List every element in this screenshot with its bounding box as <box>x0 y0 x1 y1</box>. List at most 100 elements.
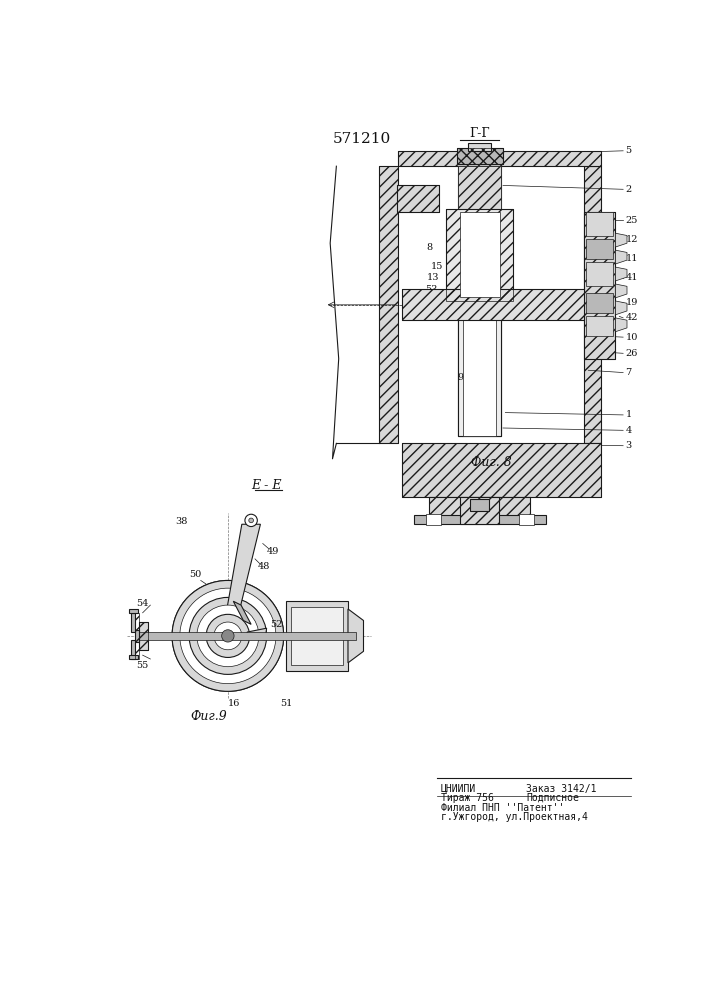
Circle shape <box>197 605 259 667</box>
Text: Заказ 3142/1: Заказ 3142/1 <box>526 784 597 794</box>
Text: 49: 49 <box>267 547 279 556</box>
Polygon shape <box>615 301 627 315</box>
Text: E: E <box>592 310 600 319</box>
Bar <box>446 209 513 301</box>
Polygon shape <box>615 250 627 264</box>
Bar <box>585 212 615 359</box>
Text: 38: 38 <box>175 517 187 526</box>
Bar <box>457 148 503 164</box>
Text: Фиг.9: Фиг.9 <box>190 710 227 723</box>
Text: Г-Г: Г-Г <box>469 127 490 140</box>
Bar <box>586 293 613 312</box>
Text: 25: 25 <box>626 216 638 225</box>
Text: Филиал ПНП ''Патент'': Филиал ПНП ''Патент'' <box>441 803 564 813</box>
Bar <box>398 151 602 166</box>
Bar <box>586 316 613 336</box>
Circle shape <box>222 630 234 642</box>
Polygon shape <box>615 284 627 298</box>
Polygon shape <box>246 628 267 640</box>
Bar <box>586 239 613 259</box>
Text: Е - Е: Е - Е <box>252 479 282 492</box>
Text: 19: 19 <box>626 298 638 307</box>
Text: 8: 8 <box>426 243 433 252</box>
Text: 26: 26 <box>626 349 638 358</box>
Text: 52: 52 <box>270 620 282 629</box>
Bar <box>458 166 501 436</box>
Text: 571210: 571210 <box>333 132 391 146</box>
Polygon shape <box>135 630 139 642</box>
Text: 54: 54 <box>136 599 148 608</box>
Bar <box>379 166 398 443</box>
Bar <box>468 143 491 151</box>
Bar <box>585 166 602 443</box>
Text: 50: 50 <box>189 570 201 579</box>
Bar <box>446 209 513 301</box>
Bar <box>131 613 135 632</box>
Bar <box>586 212 613 235</box>
Bar <box>458 166 501 301</box>
Text: г.Ужгород, ул.Проектная,4: г.Ужгород, ул.Проектная,4 <box>441 812 588 822</box>
Text: 10: 10 <box>626 333 638 342</box>
Bar <box>398 151 602 166</box>
Circle shape <box>245 514 257 527</box>
Bar <box>460 497 499 524</box>
Text: 15: 15 <box>431 262 443 271</box>
Text: 12: 12 <box>626 235 638 244</box>
Bar <box>286 601 348 671</box>
Bar <box>402 443 602 497</box>
Text: 3: 3 <box>626 441 631 450</box>
Bar <box>460 497 499 524</box>
Bar <box>518 514 534 525</box>
Circle shape <box>172 580 284 691</box>
Bar <box>129 655 138 659</box>
Bar <box>402 443 602 497</box>
Text: Подписное: Подписное <box>526 793 579 803</box>
Circle shape <box>214 622 242 650</box>
Bar <box>139 622 148 650</box>
Polygon shape <box>233 601 251 624</box>
Text: E: E <box>401 310 408 319</box>
Bar <box>414 515 546 524</box>
Circle shape <box>189 597 267 674</box>
Bar <box>457 148 503 164</box>
Bar <box>291 607 343 665</box>
Bar <box>397 185 440 212</box>
Text: 13: 13 <box>427 273 440 282</box>
Text: 41: 41 <box>626 273 638 282</box>
Text: 5: 5 <box>626 146 631 155</box>
Circle shape <box>206 614 250 657</box>
Bar <box>586 262 613 286</box>
Bar <box>402 289 585 320</box>
Text: ЦНИИПИ: ЦНИИПИ <box>441 784 477 794</box>
Polygon shape <box>226 524 260 617</box>
Text: 55: 55 <box>136 661 148 670</box>
Circle shape <box>172 580 284 691</box>
Text: 9: 9 <box>457 373 463 382</box>
Bar <box>402 289 585 320</box>
Text: 2: 2 <box>626 185 631 194</box>
Text: 4: 4 <box>626 426 631 435</box>
Text: 1: 1 <box>626 410 631 419</box>
Text: Тираж 756: Тираж 756 <box>441 793 494 803</box>
Bar <box>585 212 615 359</box>
Bar <box>470 499 489 511</box>
Circle shape <box>180 588 276 684</box>
Text: 7: 7 <box>626 368 631 377</box>
Bar <box>429 497 530 517</box>
Bar <box>426 514 441 525</box>
Bar <box>398 166 585 443</box>
Text: 16: 16 <box>228 699 240 708</box>
Polygon shape <box>615 267 627 281</box>
Bar <box>135 613 139 659</box>
Bar <box>464 320 496 436</box>
Text: Фиг. 8: Фиг. 8 <box>471 456 512 469</box>
Bar <box>458 301 501 436</box>
Bar <box>129 609 138 613</box>
Text: 53: 53 <box>426 285 438 294</box>
Bar <box>397 185 440 212</box>
Bar <box>429 497 530 517</box>
Bar <box>460 212 500 297</box>
Polygon shape <box>615 233 627 247</box>
Bar <box>585 166 602 443</box>
Bar <box>131 640 135 659</box>
